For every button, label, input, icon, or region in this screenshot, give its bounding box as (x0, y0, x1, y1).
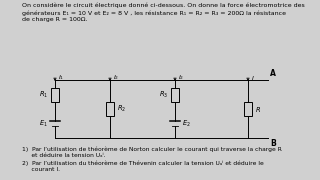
Text: $I_2$: $I_2$ (178, 74, 184, 82)
Bar (106, 102, 114, 116)
Text: 2)  Par l’utilisation du théorème de Thévenin calculer la tension Uₐⁱ et déduire: 2) Par l’utilisation du théorème de Thév… (22, 160, 264, 172)
Text: A: A (270, 69, 276, 78)
Text: 1)  Par l’utilisation de théorème de Norton calculer le courant qui traverse la : 1) Par l’utilisation de théorème de Nort… (22, 146, 282, 158)
Bar (51, 87, 59, 102)
Text: $E_1$: $E_1$ (39, 118, 48, 129)
Text: $R_1$: $R_1$ (39, 89, 48, 100)
Text: $R$: $R$ (255, 105, 261, 114)
Text: $R_3$: $R_3$ (159, 89, 168, 100)
Bar (171, 87, 179, 102)
Text: $E_2$: $E_2$ (182, 118, 191, 129)
Text: $I$: $I$ (251, 74, 255, 82)
Bar (244, 102, 252, 116)
Text: $I_2$: $I_2$ (113, 74, 119, 82)
Text: $I_1$: $I_1$ (58, 74, 64, 82)
Text: B: B (270, 139, 276, 148)
Text: On considère le circuit électrique donné ci-dessous. On donne la force électromo: On considère le circuit électrique donné… (22, 3, 305, 22)
Text: $R_2$: $R_2$ (117, 104, 126, 114)
